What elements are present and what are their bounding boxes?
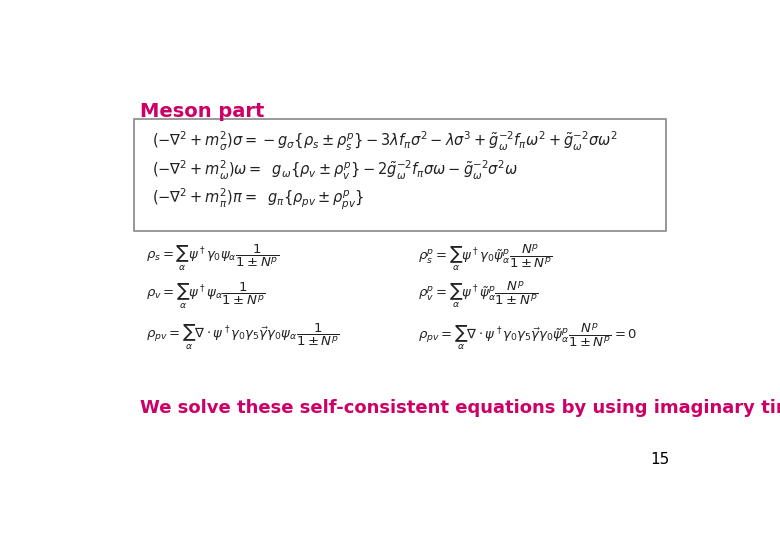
Text: Meson part: Meson part xyxy=(140,102,264,121)
Text: $\rho_v = \sum_\alpha \psi^\dagger\psi_\alpha \dfrac{1}{1 \pm N^p}$: $\rho_v = \sum_\alpha \psi^\dagger\psi_\… xyxy=(146,281,265,310)
Text: $\rho_v^p = \sum_\alpha \psi^\dagger\tilde{\psi}_\alpha^p \dfrac{N^p}{1 \pm N^p}: $\rho_v^p = \sum_\alpha \psi^\dagger\til… xyxy=(418,280,538,311)
Text: 15: 15 xyxy=(650,453,669,467)
Text: $\rho_{pv} = \sum_\alpha \nabla \cdot \psi^\dagger\gamma_0\gamma_5\vec{\gamma}\g: $\rho_{pv} = \sum_\alpha \nabla \cdot \p… xyxy=(146,322,339,352)
Text: $\rho_s = \sum_\alpha \psi^\dagger\gamma_0\psi_\alpha \dfrac{1}{1 \pm N^p}$: $\rho_s = \sum_\alpha \psi^\dagger\gamma… xyxy=(146,243,279,273)
Text: $(-\nabla^2 + m_\omega^2)\omega = \;\; g_\omega\{\rho_v \pm \rho_v^p\} - 2\tilde: $(-\nabla^2 + m_\omega^2)\omega = \;\; g… xyxy=(152,159,519,183)
Text: $(-\nabla^2 + m_\pi^2)\pi = \;\; g_\pi\{\rho_{pv} \pm \rho_{pv}^p\}$: $(-\nabla^2 + m_\pi^2)\pi = \;\; g_\pi\{… xyxy=(152,187,364,212)
Text: $\rho_s^p = \sum_\alpha \psi^\dagger\gamma_0\tilde{\psi}_\alpha^p \dfrac{N^p}{1 : $\rho_s^p = \sum_\alpha \psi^\dagger\gam… xyxy=(418,242,553,274)
Text: $\rho_{pv} = \sum_\alpha \nabla \cdot \psi^\dagger\gamma_0\gamma_5\vec{\gamma}\g: $\rho_{pv} = \sum_\alpha \nabla \cdot \p… xyxy=(418,322,637,353)
Text: $(-\nabla^2 + m_\sigma^2)\sigma = -g_\sigma\{\rho_s \pm \rho_s^p\} - 3\lambda f_: $(-\nabla^2 + m_\sigma^2)\sigma = -g_\si… xyxy=(152,130,618,153)
Text: We solve these self-consistent equations by using imaginary time step method.: We solve these self-consistent equations… xyxy=(140,399,780,417)
